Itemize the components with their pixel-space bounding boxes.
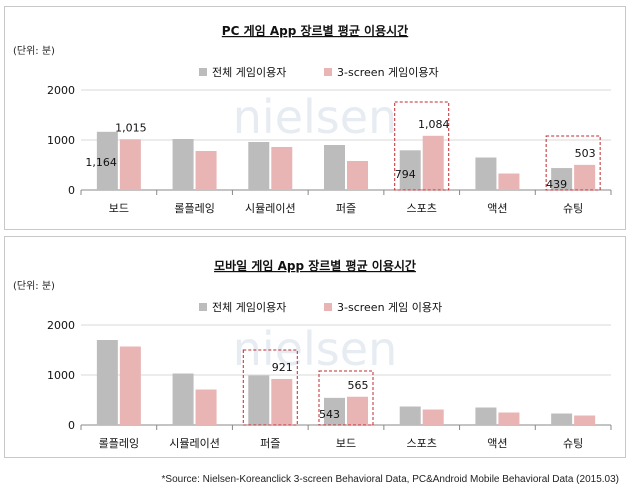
mobile-unit-label: (단위: 분) xyxy=(13,279,55,292)
mobile-chart: 모바일 게임 App 장르별 평균 이용시간 (단위: 분) 전체 게임이용자 3-s… xyxy=(13,258,612,450)
mobile-bar-three-screen xyxy=(347,396,368,425)
pc-bar-three-screen xyxy=(119,139,141,190)
mobile-bar-three-screen xyxy=(119,346,141,425)
mobile-highlight-box xyxy=(242,349,298,426)
mobile-bar-three-screen xyxy=(271,378,293,425)
pc-data-label: 1,084 xyxy=(418,118,450,131)
mobile-legend-label-2: 3-screen 게임 이용자 xyxy=(337,301,442,314)
pc-highlight-box xyxy=(545,135,601,191)
mobile-bar-overall xyxy=(96,340,118,425)
mobile-category-label: 보드 xyxy=(336,437,356,450)
mobile-data-label: 565 xyxy=(348,379,369,392)
pc-bar-overall xyxy=(96,131,118,190)
pc-category-label: 롤플레잉 xyxy=(174,202,214,215)
pc-watermark: nielsen xyxy=(233,90,397,144)
pc-bar-three-screen xyxy=(271,147,293,190)
mobile-ytick-1000: 1000 xyxy=(47,369,75,382)
pc-category-label: 퍼즐 xyxy=(336,202,356,215)
mobile-legend-swatch-1 xyxy=(199,303,207,311)
mobile-category-label: 롤플레잉 xyxy=(99,437,139,450)
pc-bar-overall xyxy=(551,168,573,190)
pc-bar-three-screen xyxy=(422,135,444,190)
pc-category-label: 슈팅 xyxy=(563,202,583,215)
pc-bar-overall xyxy=(324,145,345,190)
pc-bar-overall xyxy=(172,139,194,190)
pc-bar-three-screen xyxy=(195,151,217,190)
pc-chart-title: PC 게임 App 장르별 평균 이용시간 xyxy=(222,23,408,38)
mobile-chart-title: 모바일 게임 App 장르별 평균 이용시간 xyxy=(214,258,416,273)
pc-bar-three-screen xyxy=(498,173,520,190)
pc-ytick-1000: 1000 xyxy=(47,134,75,147)
pc-bar-overall xyxy=(399,150,421,190)
pc-category-label: 보드 xyxy=(109,202,129,215)
mobile-ytick-0: 0 xyxy=(68,419,75,432)
pc-category-label: 스포츠 xyxy=(407,202,437,215)
mobile-bar-three-screen xyxy=(422,409,444,425)
mobile-legend-label-1: 전체 게임이용자 xyxy=(212,301,286,314)
pc-data-label: 1,164 xyxy=(85,156,117,169)
mobile-category-label: 스포츠 xyxy=(407,437,437,450)
mobile-category-label: 시뮬레이션 xyxy=(169,437,220,450)
pc-data-label: 439 xyxy=(546,178,567,191)
mobile-bar-three-screen xyxy=(195,389,217,425)
mobile-bar-overall xyxy=(475,407,497,425)
mobile-bar-three-screen xyxy=(574,415,596,425)
mobile-bar-overall xyxy=(551,413,573,425)
pc-legend-swatch-1 xyxy=(199,68,207,76)
pc-data-label: 503 xyxy=(575,147,596,160)
mobile-data-label: 543 xyxy=(319,408,340,421)
pc-bar-three-screen xyxy=(574,164,596,190)
pc-data-label: 794 xyxy=(395,168,416,181)
mobile-bar-overall xyxy=(248,375,270,425)
mobile-highlight-box xyxy=(318,370,374,426)
mobile-watermark: nielsen xyxy=(233,322,397,376)
pc-unit-label: (단위: 분) xyxy=(13,44,55,57)
mobile-bar-overall xyxy=(324,397,345,425)
pc-ytick-2000: 2000 xyxy=(47,84,75,97)
mobile-bar-overall xyxy=(172,373,194,425)
mobile-category-label: 액션 xyxy=(487,437,507,450)
pc-chart: PC 게임 App 장르별 평균 이용시간 (단위: 분) 전체 게임이용자 3-sc… xyxy=(13,23,612,215)
pc-legend-label-1: 전체 게임이용자 xyxy=(212,66,286,79)
pc-chart-panel: PC 게임 App 장르별 평균 이용시간 (단위: 분) 전체 게임이용자 3-sc… xyxy=(4,6,626,230)
mobile-ytick-2000: 2000 xyxy=(47,319,75,332)
mobile-category-label: 슈팅 xyxy=(563,437,583,450)
pc-category-label: 시뮬레이션 xyxy=(245,202,296,215)
pc-bar-overall xyxy=(248,142,270,190)
mobile-bar-overall xyxy=(399,406,421,425)
mobile-bar-three-screen xyxy=(498,412,520,425)
pc-legend-swatch-2 xyxy=(324,68,332,76)
pc-highlight-box xyxy=(394,101,450,191)
pc-category-label: 액션 xyxy=(487,202,507,215)
pc-legend-label-2: 3-screen 게임이용자 xyxy=(337,66,439,79)
source-note: *Source: Nielsen-Koreanclick 3-screen Be… xyxy=(161,474,619,485)
pc-bar-three-screen xyxy=(347,161,368,190)
mobile-chart-panel: 모바일 게임 App 장르별 평균 이용시간 (단위: 분) 전체 게임이용자 3-s… xyxy=(4,236,626,458)
pc-data-label: 1,015 xyxy=(115,121,147,134)
mobile-category-label: 퍼즐 xyxy=(260,437,280,450)
pc-ytick-0: 0 xyxy=(68,184,75,197)
pc-bar-overall xyxy=(475,157,497,190)
mobile-data-label: 921 xyxy=(272,361,293,374)
mobile-legend-swatch-2 xyxy=(324,303,332,311)
